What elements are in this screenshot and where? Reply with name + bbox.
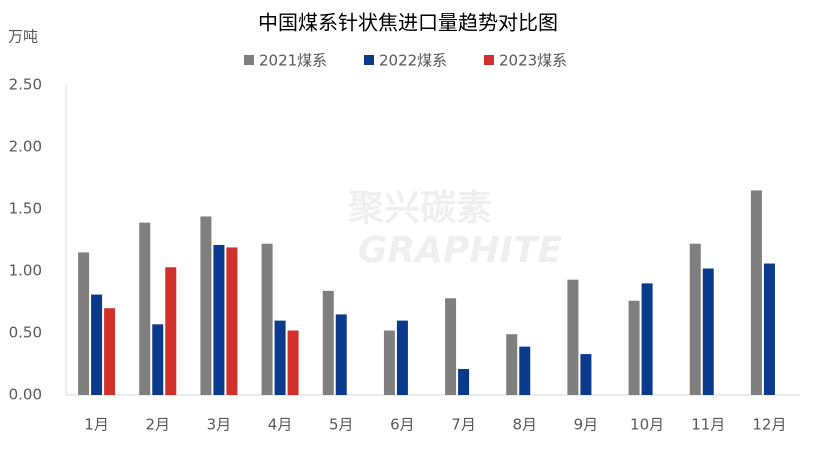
bar	[274, 320, 286, 395]
legend-label: 2021煤系	[259, 52, 327, 70]
x-tick-label: 6月	[390, 416, 415, 434]
bar	[335, 314, 347, 395]
bar	[702, 268, 714, 395]
y-tick-label: 0.50	[9, 324, 42, 342]
bar	[396, 320, 408, 395]
chart-title: 中国煤系针状焦进口量趋势对比图	[258, 11, 558, 35]
y-axis-label: 万吨	[8, 28, 38, 46]
bar	[458, 368, 470, 395]
y-tick-label: 1.00	[9, 262, 42, 280]
legend-label: 2023煤系	[499, 52, 567, 70]
bar	[139, 222, 151, 395]
bar	[287, 330, 299, 395]
y-tick-label: 2.50	[9, 76, 42, 94]
bar	[445, 298, 457, 395]
x-tick-label: 12月	[752, 416, 786, 434]
legend-swatch	[244, 55, 254, 65]
x-tick-label: 9月	[574, 416, 599, 434]
bar	[226, 247, 238, 395]
bar	[763, 263, 775, 395]
watermark: GRAPHITE	[358, 230, 563, 271]
bar	[104, 308, 116, 395]
x-tick-label: 7月	[451, 416, 476, 434]
x-tick-label: 5月	[329, 416, 354, 434]
legend-swatch	[484, 55, 494, 65]
bar	[383, 330, 395, 395]
bar	[91, 294, 103, 395]
bar	[750, 190, 762, 395]
legend-label: 2022煤系	[379, 52, 447, 70]
bar	[641, 283, 653, 395]
bar	[689, 243, 701, 395]
x-tick-label: 3月	[207, 416, 232, 434]
watermark: 聚兴碳素	[347, 188, 492, 229]
x-tick-label: 4月	[268, 416, 293, 434]
x-tick-label: 2月	[145, 416, 170, 434]
y-tick-label: 0.00	[9, 386, 42, 404]
bar	[580, 354, 592, 395]
bar	[213, 244, 225, 395]
bar	[152, 324, 164, 395]
bar	[519, 346, 531, 395]
bar	[628, 300, 640, 395]
x-tick-label: 11月	[691, 416, 725, 434]
bar	[506, 334, 518, 395]
bar	[78, 252, 90, 395]
bar	[165, 267, 177, 395]
x-tick-label: 8月	[512, 416, 537, 434]
x-tick-label: 1月	[84, 416, 109, 434]
legend-swatch	[364, 55, 374, 65]
y-tick-label: 2.00	[9, 138, 42, 156]
y-tick-label: 1.50	[9, 200, 42, 218]
bar	[261, 243, 273, 395]
bar	[200, 216, 212, 395]
bar	[322, 290, 334, 395]
bar	[567, 279, 579, 395]
x-tick-label: 10月	[630, 416, 664, 434]
